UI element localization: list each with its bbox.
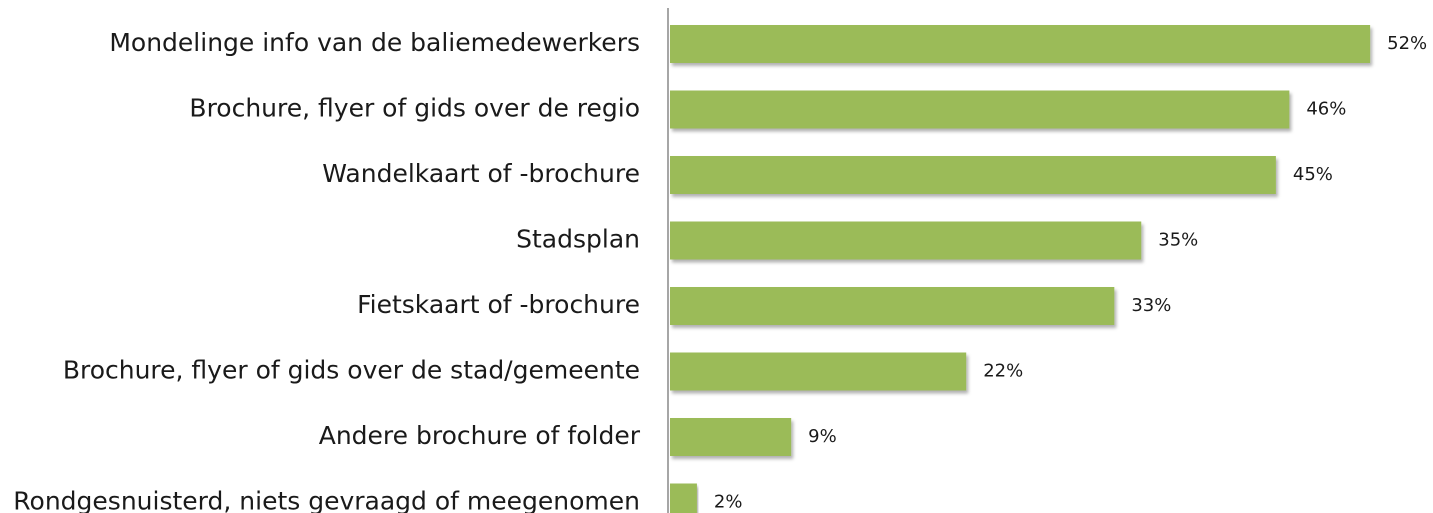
bar bbox=[670, 25, 1371, 63]
value-label: 22% bbox=[983, 361, 1023, 382]
category-label: Wandelkaart of -brochure bbox=[322, 159, 640, 188]
value-label: 2% bbox=[714, 492, 743, 513]
value-label: 52% bbox=[1387, 33, 1427, 54]
category-label: Fietskaart of -brochure bbox=[357, 290, 640, 319]
bar bbox=[670, 418, 792, 456]
bar bbox=[670, 352, 967, 391]
category-label: Brochure, flyer of gids over de regio bbox=[189, 94, 640, 123]
category-label: Mondelinge info van de baliemedewerkers bbox=[109, 28, 640, 57]
category-label: Brochure, flyer of gids over de stad/gem… bbox=[63, 356, 640, 385]
category-label: Rondgesnuisterd, niets gevraagd of meege… bbox=[13, 487, 640, 513]
value-label: 9% bbox=[808, 426, 837, 447]
bar bbox=[670, 287, 1115, 325]
value-label: 33% bbox=[1131, 295, 1171, 316]
category-label: Andere brochure of folder bbox=[319, 421, 641, 450]
bar bbox=[670, 221, 1142, 260]
category-label: Stadsplan bbox=[516, 225, 640, 254]
value-label: 46% bbox=[1306, 99, 1346, 120]
bar bbox=[670, 156, 1276, 194]
value-label: 45% bbox=[1293, 164, 1333, 185]
bar bbox=[670, 483, 697, 513]
value-label: 35% bbox=[1158, 230, 1198, 251]
bar bbox=[670, 90, 1290, 129]
